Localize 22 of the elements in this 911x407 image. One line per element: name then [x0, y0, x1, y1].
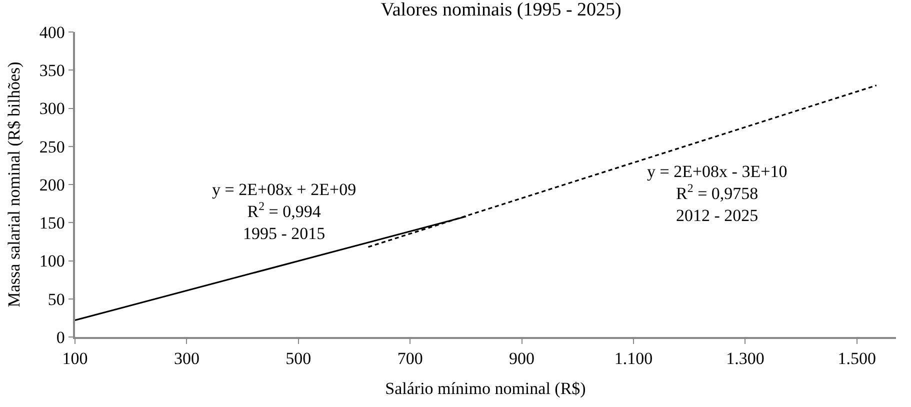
x-tick-label: 900 [509, 349, 535, 368]
chart-title: Valores nominais (1995 - 2025) [380, 0, 622, 20]
y-tick-label: 400 [39, 22, 65, 42]
y-tick-label: 0 [56, 328, 65, 347]
y-axis-title: Massa salarial nominal (R$ bilhões) [4, 62, 24, 308]
y-tick-label: 350 [39, 61, 65, 80]
y-tick-label: 300 [39, 99, 65, 118]
y-tick-label: 250 [39, 137, 65, 156]
x-tick-label: 1.100 [614, 349, 653, 368]
y-tick-label: 50 [48, 290, 65, 309]
y-tick-label: 100 [39, 252, 65, 271]
x-tick-label: 500 [286, 349, 312, 368]
x-tick-label: 100 [62, 349, 88, 368]
x-tick-label: 1.500 [838, 349, 876, 368]
x-tick-label: 300 [174, 349, 200, 368]
annotation: y = 2E+08x + 2E+09 R$^{2}$ = 0,994 1995 - 2015 [212, 180, 356, 244]
x-tick-label: 700 [397, 349, 423, 368]
annotation: y = 2E+08x - 3E+10 R$^{2}$ = 0,9758 2012 - 2025 [647, 162, 788, 226]
y-tick-label: 200 [39, 175, 65, 194]
x-axis-title: Salário mínimo nominal (R$) [385, 379, 586, 398]
x-tick-label: 1.300 [726, 349, 764, 368]
y-tick-label: 150 [39, 214, 65, 233]
